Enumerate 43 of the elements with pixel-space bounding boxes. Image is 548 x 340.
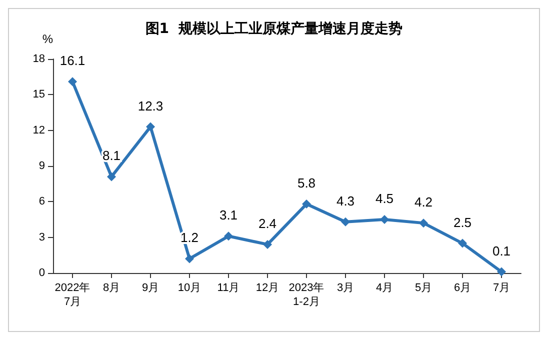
y-tick-label: 18 (32, 53, 45, 65)
data-label: 5.8 (297, 176, 316, 191)
y-tick-label: 15 (32, 88, 45, 101)
point (68, 77, 77, 86)
point (185, 254, 194, 264)
x-tick-label: 3月 (336, 282, 354, 294)
point (107, 172, 116, 182)
x-tick-label: 6月 (454, 282, 472, 294)
x-tick-label: 2022年 7月 (54, 282, 90, 308)
data-label: 3.1 (219, 208, 238, 223)
data-label: 2.5 (453, 214, 472, 230)
x-tick-label: 2023年 1-2月 (288, 282, 324, 308)
y-tick-label: 0 (38, 267, 45, 279)
chart-title: 图1 规模以上工业原煤产量增速月度走势 (145, 20, 403, 37)
point (146, 122, 155, 132)
point (224, 232, 233, 241)
point (380, 215, 389, 224)
y-axis-title: % (42, 32, 54, 46)
y-tick-label: 9 (38, 160, 45, 172)
x-tick-label: 8月 (102, 282, 120, 294)
data-label: 4.3 (336, 193, 355, 208)
data-label: 12.3 (138, 98, 164, 114)
point (302, 200, 311, 209)
data-label: 4.2 (414, 194, 433, 210)
x-tick-label: 5月 (414, 282, 432, 294)
point (458, 238, 467, 248)
x-tick-label: 7月 (492, 282, 510, 294)
x-tick-label: 12月 (256, 282, 280, 294)
point (419, 218, 428, 228)
point (497, 267, 506, 276)
x-tick-label: 9月 (142, 282, 160, 294)
x-tick-label: 11月 (217, 282, 240, 294)
data-label: 4.5 (375, 191, 394, 206)
y-tick-label: 6 (38, 196, 45, 208)
point (263, 240, 272, 249)
y-tick-label: 3 (38, 231, 45, 244)
data-label: 16.1 (60, 53, 86, 68)
data-label: 2.4 (258, 216, 277, 231)
y-tick-label: 12 (32, 124, 45, 136)
data-label: 0.1 (492, 243, 511, 258)
x-tick-label: 10月 (178, 282, 202, 294)
point (341, 217, 350, 226)
x-tick-label: 4月 (376, 282, 394, 294)
